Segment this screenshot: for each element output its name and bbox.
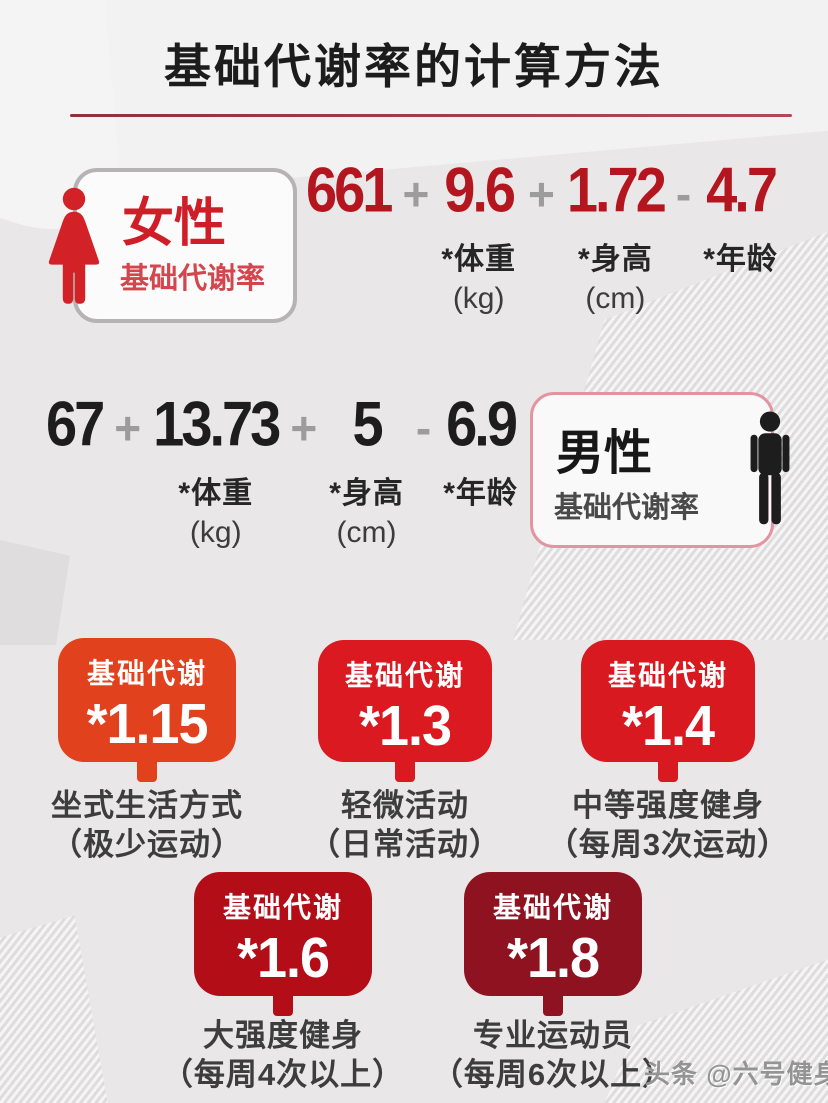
male-bmr-label: 基础代谢率 xyxy=(554,492,700,524)
caption-line2: （每周3次运动） xyxy=(546,827,790,862)
female-label: 女性 xyxy=(122,195,227,253)
weight-coefficient: 9.6 xyxy=(444,154,516,226)
caption-line1: 大强度健身 xyxy=(203,1018,363,1053)
multiplier-badge-1.4: 基础代谢 *1.4 xyxy=(581,640,755,762)
watermark: 头条 @六号健身 xyxy=(644,1059,828,1089)
formula-base: 661 xyxy=(306,154,393,226)
badge-caption: 坐式生活方式 （极少运动） xyxy=(0,786,307,864)
height-label: *身高 xyxy=(578,243,653,276)
badge-caption: 中等强度健身 （每周3次运动） xyxy=(508,786,828,864)
age-coefficient: 4.7 xyxy=(706,154,778,226)
caption-line1: 轻微活动 xyxy=(341,788,469,823)
weight-label: *体重 xyxy=(441,243,516,276)
formula-term: 13.73 *体重 (kg) xyxy=(153,390,281,550)
formula-term: 67 xyxy=(46,390,105,458)
badge-label: 基础代谢 xyxy=(222,892,343,923)
badge-label: 基础代谢 xyxy=(607,660,728,691)
formula-term: 9.6 *体重 (kg) xyxy=(441,156,516,316)
caption-line2: （日常活动） xyxy=(309,827,501,862)
plus-operator: + xyxy=(402,168,430,220)
formula-base: 67 xyxy=(46,388,105,460)
weight-unit: (kg) xyxy=(452,282,505,315)
multiplier-badge-1.3: 基础代谢 *1.3 xyxy=(318,640,492,762)
badge-factor: *1.3 xyxy=(358,694,452,758)
caption-line1: 坐式生活方式 xyxy=(51,788,243,823)
multiplier-badge-1.15: 基础代谢 *1.15 xyxy=(58,638,236,762)
caption-line2: （极少运动） xyxy=(51,827,243,862)
title-divider xyxy=(70,114,792,117)
minus-operator: - xyxy=(675,168,692,220)
caption-line2: （每周4次以上） xyxy=(161,1057,405,1092)
badge-factor: *1.15 xyxy=(86,692,208,756)
multiplier-badge-1.8: 基础代谢 *1.8 xyxy=(464,872,642,996)
female-formula: 661 + 9.6 *体重 (kg) + 1.72 *身高 (cm) - 4.7… xyxy=(306,156,778,316)
female-bmr-label: 基础代谢率 xyxy=(120,263,266,295)
formula-term: 1.72 *身高 (cm) xyxy=(567,156,667,316)
badge-caption: 轻微活动 （日常活动） xyxy=(245,786,565,864)
plus-operator: + xyxy=(290,402,318,454)
female-icon xyxy=(48,187,100,304)
height-coefficient: 1.72 xyxy=(566,154,667,226)
formula-term: 4.7 *年龄 xyxy=(703,156,778,278)
male-formula: 67 + 13.73 *体重 (kg) + 5 *身高 (cm) - 6.9 *… xyxy=(46,390,518,550)
age-label: *年龄 xyxy=(443,477,518,510)
height-coefficient: 5 xyxy=(352,388,383,460)
male-icon xyxy=(750,411,790,525)
badge-label: 基础代谢 xyxy=(86,658,207,689)
plus-operator: + xyxy=(114,402,142,454)
minus-operator: - xyxy=(415,402,432,454)
formula-term: 6.9 *年龄 xyxy=(443,390,518,512)
badge-label: 基础代谢 xyxy=(344,660,465,691)
badge-caption: 大强度健身 （每周4次以上） xyxy=(123,1016,443,1094)
badge-factor: *1.6 xyxy=(236,926,330,990)
age-coefficient: 6.9 xyxy=(446,388,518,460)
formula-term: 5 *身高 (cm) xyxy=(329,390,404,550)
page-title: 基础代谢率的计算方法 xyxy=(164,40,664,93)
caption-line1: 专业运动员 xyxy=(473,1018,633,1053)
weight-label: *体重 xyxy=(178,477,254,510)
caption-line1: 中等强度健身 xyxy=(572,788,764,823)
height-unit: (cm) xyxy=(336,516,397,549)
weight-unit: (kg) xyxy=(189,516,242,549)
formula-term: 661 xyxy=(306,156,393,224)
male-label: 男性 xyxy=(556,427,653,480)
badge-factor: *1.8 xyxy=(506,926,600,990)
height-unit: (cm) xyxy=(585,282,646,315)
plus-operator: + xyxy=(528,168,555,220)
badge-factor: *1.4 xyxy=(621,694,715,758)
multiplier-badge-1.6: 基础代谢 *1.6 xyxy=(194,872,372,996)
age-label: *年龄 xyxy=(703,243,778,276)
badge-label: 基础代谢 xyxy=(492,892,613,923)
weight-coefficient: 13.73 xyxy=(153,388,281,460)
height-label: *身高 xyxy=(329,477,404,510)
